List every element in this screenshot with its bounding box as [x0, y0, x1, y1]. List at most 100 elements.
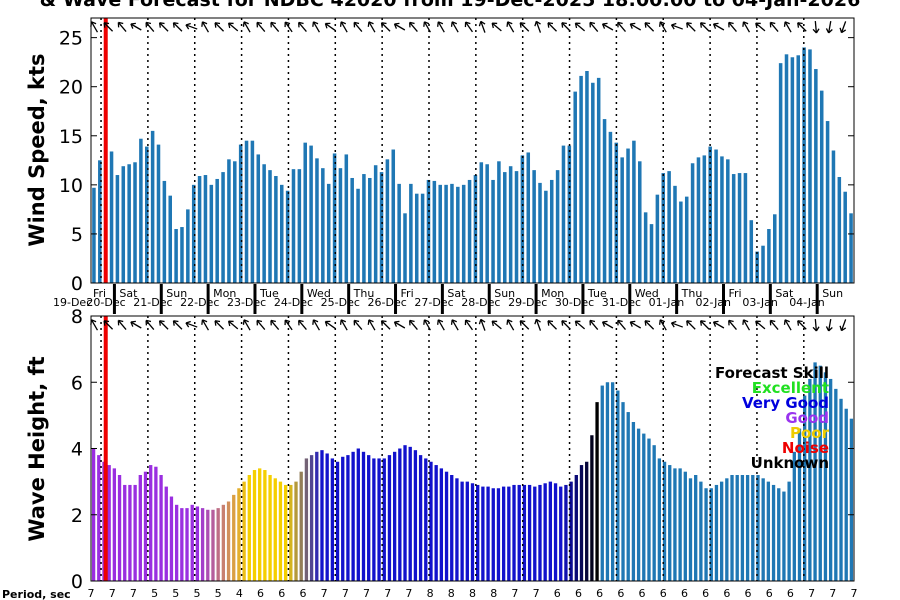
- wind-bar: [321, 168, 325, 283]
- direction-arrow: [825, 318, 833, 332]
- direction-arrow: [574, 22, 586, 32]
- wind-bar: [649, 224, 654, 283]
- period-label: 6: [257, 587, 264, 600]
- wind-bar: [819, 90, 824, 283]
- direction-arrow: [699, 320, 710, 330]
- direction-arrow: [298, 21, 307, 33]
- wave-bar: [818, 365, 822, 581]
- period-label: 7: [88, 587, 95, 600]
- wind-bar: [127, 164, 131, 283]
- direction-arrow: [409, 319, 418, 331]
- period-label: 6: [723, 587, 730, 600]
- wind-bar: [544, 190, 548, 283]
- direction-arrow: [506, 319, 515, 331]
- direction-arrow: [491, 320, 502, 330]
- direction-arrow: [644, 22, 655, 32]
- wave-bar: [569, 481, 573, 581]
- date-label: 19-Dec: [53, 296, 92, 309]
- wind-direction-arrows: [90, 20, 847, 34]
- wave-bar: [195, 506, 200, 581]
- wind-bar: [309, 145, 313, 283]
- wind-bar: [679, 201, 683, 283]
- wave-bar: [128, 484, 132, 581]
- wave-bar: [237, 488, 241, 581]
- wave-bar: [719, 481, 724, 581]
- wave-bar: [247, 475, 251, 581]
- wave-bar: [709, 488, 713, 581]
- wave-bar: [387, 455, 392, 581]
- direction-arrow: [783, 319, 792, 331]
- wave-bar: [149, 465, 153, 581]
- wave-bar: [117, 475, 122, 581]
- wind-bar: [702, 155, 707, 283]
- wave-bar: [543, 483, 547, 581]
- direction-arrow: [617, 319, 626, 331]
- wind-bar: [761, 245, 765, 283]
- wind-bar: [602, 119, 607, 283]
- wave-bar: [439, 468, 444, 581]
- direction-arrow: [769, 21, 779, 33]
- wind-bar: [420, 193, 425, 283]
- direction-arrow: [367, 319, 376, 331]
- period-label: 6: [660, 587, 667, 600]
- period-labels: 7 7 7 5 5 5 5 4 6 6 6 7 7 7 7 7 8 8 8 8 7 7 6 6 6 6 6 6 6 6 6 6 6 6 7 7 7: [88, 587, 858, 600]
- wind-bar: [156, 144, 161, 283]
- wave-bar: [185, 508, 189, 581]
- period-label: 6: [702, 587, 709, 600]
- wave-bar: [335, 461, 340, 581]
- direction-arrow: [380, 22, 391, 32]
- wind-bar: [426, 179, 431, 283]
- wave-bar: [377, 458, 381, 581]
- wave-ylabel: Wave Height, ft: [25, 356, 49, 541]
- wind-bar: [373, 165, 378, 283]
- wave-bar: [496, 488, 501, 581]
- wind-y-ticks: 0 5 10 15 20 25: [59, 28, 854, 295]
- wave-bar: [828, 378, 833, 581]
- wave-bar: [180, 508, 184, 581]
- wave-bar: [678, 468, 682, 581]
- date-label: 20-Dec: [86, 296, 125, 309]
- direction-arrow: [686, 22, 696, 32]
- direction-arrow: [561, 22, 571, 32]
- wind-bar: [256, 154, 261, 283]
- wave-bar: [289, 484, 293, 581]
- wave-bar: [159, 475, 163, 581]
- direction-arrow: [242, 21, 251, 33]
- wind-bar: [385, 159, 390, 283]
- wind-bar: [596, 77, 601, 284]
- wind-bar: [831, 150, 836, 283]
- wave-bar: [616, 390, 620, 581]
- direction-arrow: [783, 21, 792, 33]
- wind-bar: [274, 176, 278, 283]
- direction-arrow: [519, 22, 530, 32]
- wave-bar: [647, 438, 651, 581]
- wind-bar: [591, 82, 595, 284]
- wave-bar: [813, 362, 817, 581]
- wave-bar: [668, 465, 672, 581]
- wind-bar: [432, 180, 437, 283]
- wave-bar: [211, 509, 215, 581]
- wind-bar: [221, 172, 225, 283]
- wind-bar: [92, 187, 96, 283]
- wind-bar: [197, 176, 202, 283]
- direction-arrow: [534, 20, 542, 33]
- wave-bar: [730, 475, 734, 581]
- wind-bar: [514, 171, 519, 283]
- date-label: 26-Dec: [368, 296, 407, 309]
- legend: Forecast Skill Excellent Very Good Good …: [715, 364, 830, 472]
- wind-bar: [825, 121, 830, 283]
- wave-bar: [351, 451, 355, 581]
- wind-bar: [626, 148, 630, 283]
- period-label: 7: [321, 587, 328, 600]
- legend-item-noise: Noise: [782, 439, 829, 457]
- direction-arrow: [437, 319, 445, 331]
- wave-bar: [434, 465, 438, 581]
- period-label: 7: [384, 587, 391, 600]
- direction-arrow: [561, 320, 571, 330]
- wave-bar: [356, 448, 360, 581]
- wind-bar: [749, 220, 754, 283]
- wind-bar: [790, 57, 795, 283]
- date-label: 23-Dec: [227, 296, 266, 309]
- wave-axes-frame: [90, 315, 855, 582]
- wave-bar: [263, 470, 267, 581]
